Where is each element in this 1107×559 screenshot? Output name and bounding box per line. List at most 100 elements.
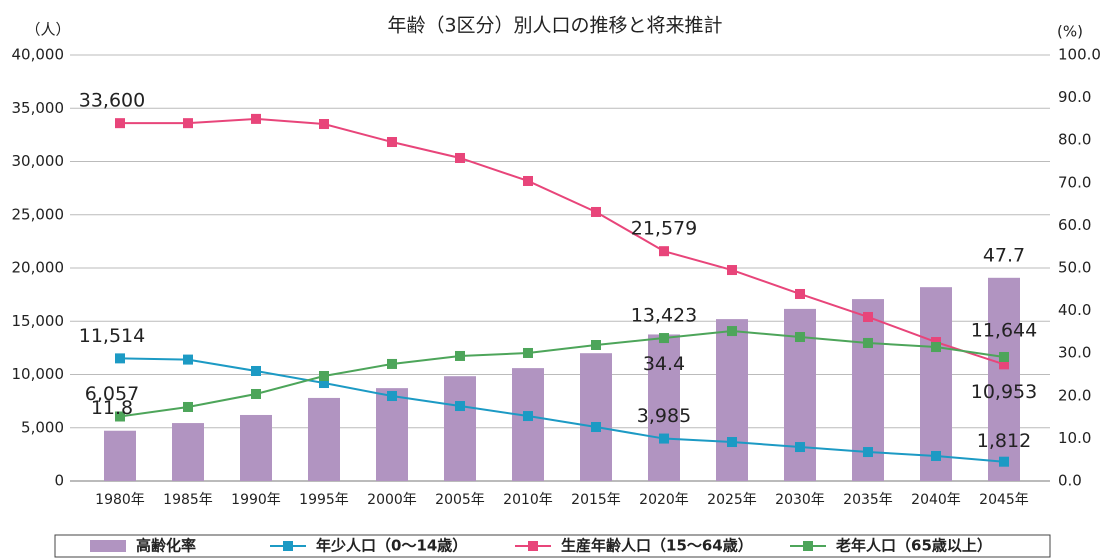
marker [523, 175, 533, 186]
legend-box [54, 534, 1051, 558]
marker [863, 447, 873, 458]
y2-axis-label: (%) [1057, 23, 1083, 41]
marker [251, 113, 261, 124]
data-label: 11.8 [91, 397, 133, 419]
y-tick-label: 30,000 [12, 152, 65, 170]
y-tick-label: 10,000 [12, 365, 65, 383]
x-tick-label: 2015年 [571, 492, 621, 508]
y2-tick-label: 60.0 [1058, 216, 1091, 234]
marker [115, 118, 125, 129]
y-tick-label: 25,000 [12, 205, 65, 223]
legend-swatch [283, 541, 293, 551]
marker [455, 350, 465, 361]
chart-title: 年齢（3区分）別人口の推移と将来推計 [387, 15, 722, 37]
y2-tick-label: 0.0 [1058, 472, 1082, 490]
legend-swatch [528, 541, 538, 551]
marker [795, 442, 805, 453]
y2-tick-label: 70.0 [1058, 173, 1091, 191]
bar [512, 368, 544, 481]
marker [183, 118, 193, 129]
legend-label: 高齢化率 [136, 537, 196, 555]
y2-tick-label: 50.0 [1058, 259, 1091, 277]
y-tick-label: 5,000 [21, 418, 64, 436]
marker [591, 206, 601, 217]
data-label: 10,953 [971, 381, 1037, 403]
data-label: 47.7 [983, 244, 1025, 266]
marker [999, 351, 1009, 362]
marker [523, 411, 533, 422]
marker [999, 359, 1009, 370]
y-tick-label: 20,000 [12, 259, 65, 277]
marker [523, 347, 533, 358]
x-tick-label: 1980年 [95, 492, 145, 508]
data-label: 11,644 [971, 319, 1037, 341]
y2-tick-label: 10.0 [1058, 429, 1091, 447]
marker [795, 332, 805, 343]
data-label: 21,579 [631, 218, 697, 240]
y-tick-label: 0 [54, 472, 64, 490]
y2-tick-label: 100.0 [1058, 46, 1101, 64]
legend-label: 老年人口（65歳以上） [835, 537, 992, 555]
marker [727, 265, 737, 276]
x-tick-label: 2000年 [367, 492, 417, 508]
x-tick-label: 2045年 [979, 492, 1029, 508]
bar [648, 334, 680, 481]
bar [308, 397, 340, 481]
marker [659, 333, 669, 344]
y2-tick-label: 40.0 [1058, 301, 1091, 319]
line [119, 357, 1005, 463]
x-tick-label: 2025年 [707, 492, 757, 508]
x-tick-label: 2030年 [775, 492, 825, 508]
bar [988, 277, 1020, 481]
line [119, 330, 1005, 418]
bar [444, 376, 476, 481]
marker [455, 401, 465, 412]
marker [319, 378, 329, 389]
marker [931, 337, 941, 348]
y2-tick-label: 30.0 [1058, 344, 1091, 362]
legend-swatch [803, 541, 813, 551]
marker [387, 391, 397, 402]
bar [920, 287, 952, 481]
marker [659, 246, 669, 257]
x-tick-label: 2035年 [843, 492, 893, 508]
x-tick-label: 1985年 [163, 492, 213, 508]
bar [376, 388, 408, 481]
x-tick-label: 2005年 [435, 492, 485, 508]
legend-swatch [90, 540, 126, 552]
marker [931, 342, 941, 353]
marker [659, 433, 669, 444]
data-label: 11,514 [79, 325, 145, 347]
data-label: 3,985 [637, 405, 691, 427]
marker [727, 437, 737, 448]
marker [795, 288, 805, 299]
bar [716, 319, 748, 481]
marker [319, 370, 329, 381]
marker [387, 137, 397, 148]
y2-tick-label: 20.0 [1058, 386, 1091, 404]
x-tick-label: 2040年 [911, 492, 961, 508]
marker [455, 152, 465, 163]
y-axis-label: （人） [25, 21, 70, 39]
data-label: 6,057 [85, 383, 139, 405]
data-label: 34.4 [643, 353, 685, 375]
x-tick-label: 2020年 [639, 492, 689, 508]
marker [591, 422, 601, 433]
y2-tick-label: 90.0 [1058, 88, 1091, 106]
bar [104, 430, 136, 481]
data-label: 1,812 [977, 430, 1031, 452]
marker [727, 326, 737, 337]
bar [240, 414, 272, 481]
legend-label: 年少人口（0～14歳） [316, 537, 467, 555]
y-tick-label: 15,000 [12, 312, 65, 330]
marker [183, 354, 193, 365]
marker [863, 337, 873, 348]
marker [863, 311, 873, 322]
marker [931, 450, 941, 461]
marker [251, 388, 261, 399]
y-tick-label: 40,000 [12, 46, 65, 64]
line [120, 117, 1005, 366]
y2-tick-label: 80.0 [1058, 131, 1091, 149]
marker [591, 339, 601, 350]
